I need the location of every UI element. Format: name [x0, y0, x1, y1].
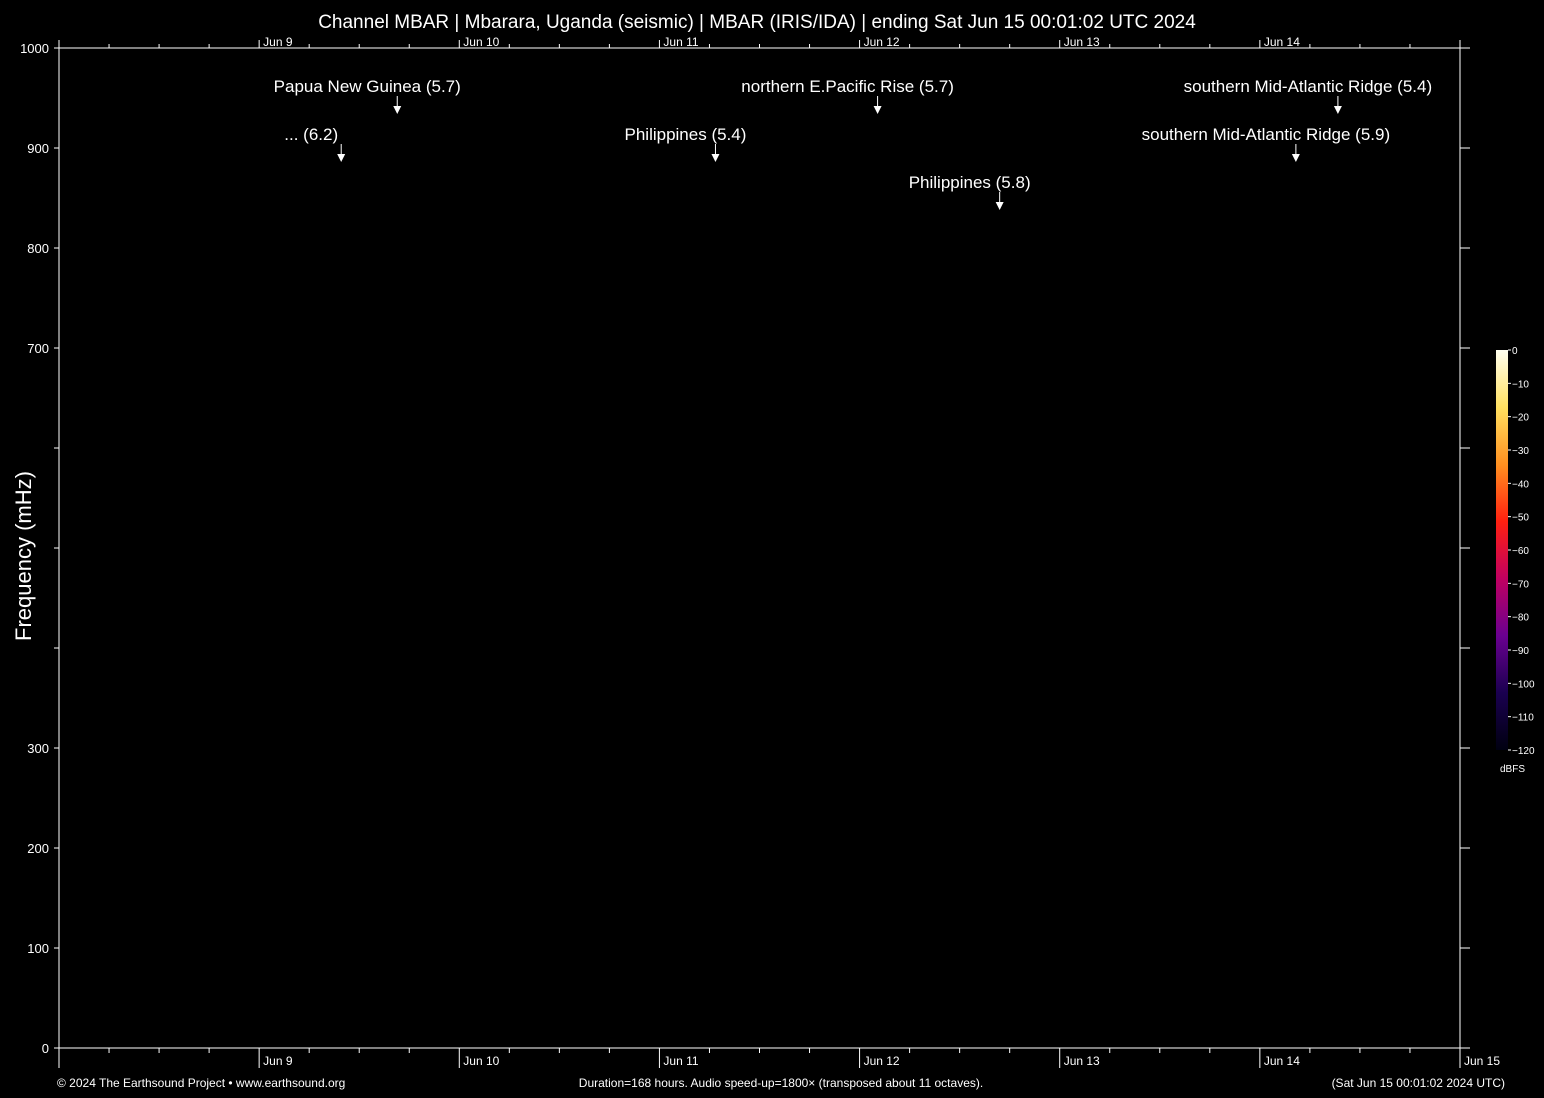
y-tick-label: 1000 — [20, 41, 49, 56]
footer-timestamp: (Sat Jun 15 00:01:02 2024 UTC) — [1332, 1076, 1505, 1090]
y-axis: 0 100 200 300 700 800 900 1000 — [20, 41, 1470, 1056]
colorbar-tick-label: −110 — [1512, 713, 1534, 724]
x-tick-label-top: Jun 10 — [463, 35, 499, 49]
event-arrow-head — [1333, 106, 1342, 114]
x-tick-label-top: Jun 14 — [1264, 35, 1300, 49]
event-label: southern Mid-Atlantic Ridge (5.4) — [1184, 77, 1433, 96]
colorbar-tick-label: −20 — [1512, 413, 1529, 424]
event-label: ... (6.2) — [284, 125, 338, 144]
x-tick-label: Jun 13 — [1064, 1054, 1100, 1068]
x-tick-label-top: Jun 13 — [1064, 35, 1100, 49]
footer-copyright: © 2024 The Earthsound Project • www.eart… — [57, 1076, 345, 1090]
event-arrow-head — [873, 106, 882, 114]
colorbar-unit: dBFS — [1500, 764, 1525, 775]
footer-duration: Duration=168 hours. Audio speed-up=1800×… — [579, 1076, 983, 1090]
colorbar-tick-label: −120 — [1512, 746, 1535, 757]
event-label: Philippines (5.8) — [909, 173, 1031, 192]
x-tick-label: Jun 9 — [263, 1054, 293, 1068]
colorbar-tick-label: −100 — [1512, 679, 1535, 690]
x-tick-label: Jun 11 — [663, 1054, 698, 1068]
event-label: Papua New Guinea (5.7) — [274, 77, 461, 96]
y-tick-label: 700 — [27, 341, 49, 356]
colorbar-scale — [1496, 350, 1508, 750]
event-label: southern Mid-Atlantic Ridge (5.9) — [1142, 125, 1391, 144]
y-tick-label: 100 — [27, 941, 49, 956]
event-arrow-head — [337, 154, 346, 162]
colorbar-tick-label: −70 — [1512, 579, 1529, 590]
y-axis-label: Frequency (mHz) — [11, 471, 36, 641]
y-tick-label: 900 — [27, 141, 49, 156]
chart-title: Channel MBAR | Mbarara, Uganda (seismic)… — [318, 12, 1196, 33]
y-tick-label: 800 — [27, 241, 49, 256]
colorbar-tick-label: −60 — [1512, 546, 1529, 557]
colorbar-tick-label: −90 — [1512, 646, 1529, 657]
x-tick-label: Jun 14 — [1264, 1054, 1300, 1068]
y-tick-label: 0 — [42, 1041, 49, 1056]
x-tick-label-top: Jun 11 — [663, 35, 698, 49]
x-tick-label: Jun 15 — [1464, 1054, 1500, 1068]
x-tick-label: Jun 10 — [463, 1054, 499, 1068]
y-tick-label: 200 — [27, 841, 49, 856]
colorbar-tick-label: −40 — [1512, 479, 1529, 490]
colorbar-tick-label: −80 — [1512, 613, 1529, 624]
x-tick-label-top: Jun 9 — [263, 35, 293, 49]
plot-frame — [58, 47, 1461, 1049]
colorbar-tick-label: −30 — [1512, 446, 1529, 457]
colorbar-tick-label: −10 — [1512, 379, 1529, 390]
colorbar-tick-label: 0 — [1512, 346, 1518, 357]
y-tick-label: 300 — [27, 741, 49, 756]
event-arrow-head — [1291, 154, 1300, 162]
colorbar-tick-label: −50 — [1512, 513, 1529, 524]
event-label: Philippines (5.4) — [625, 125, 747, 144]
x-tick-label-top: Jun 12 — [864, 35, 900, 49]
event-arrow-head — [995, 202, 1004, 210]
event-arrow-head — [393, 106, 402, 114]
event-label: northern E.Pacific Rise (5.7) — [741, 77, 954, 96]
event-annotations: Papua New Guinea (5.7) northern E.Pacific… — [274, 77, 1432, 210]
x-tick-label: Jun 12 — [864, 1054, 900, 1068]
x-axis: Jun 9 Jun 10 Jun 11 Jun 12 Jun 13 Jun 14 Jun 1… — [58, 35, 1500, 1068]
colorbar: 0 −10 −20 −30 −40 −50 −60 −70 −80 −90 −100 −110 −120… — [1496, 346, 1535, 775]
event-arrow-head — [711, 154, 720, 162]
